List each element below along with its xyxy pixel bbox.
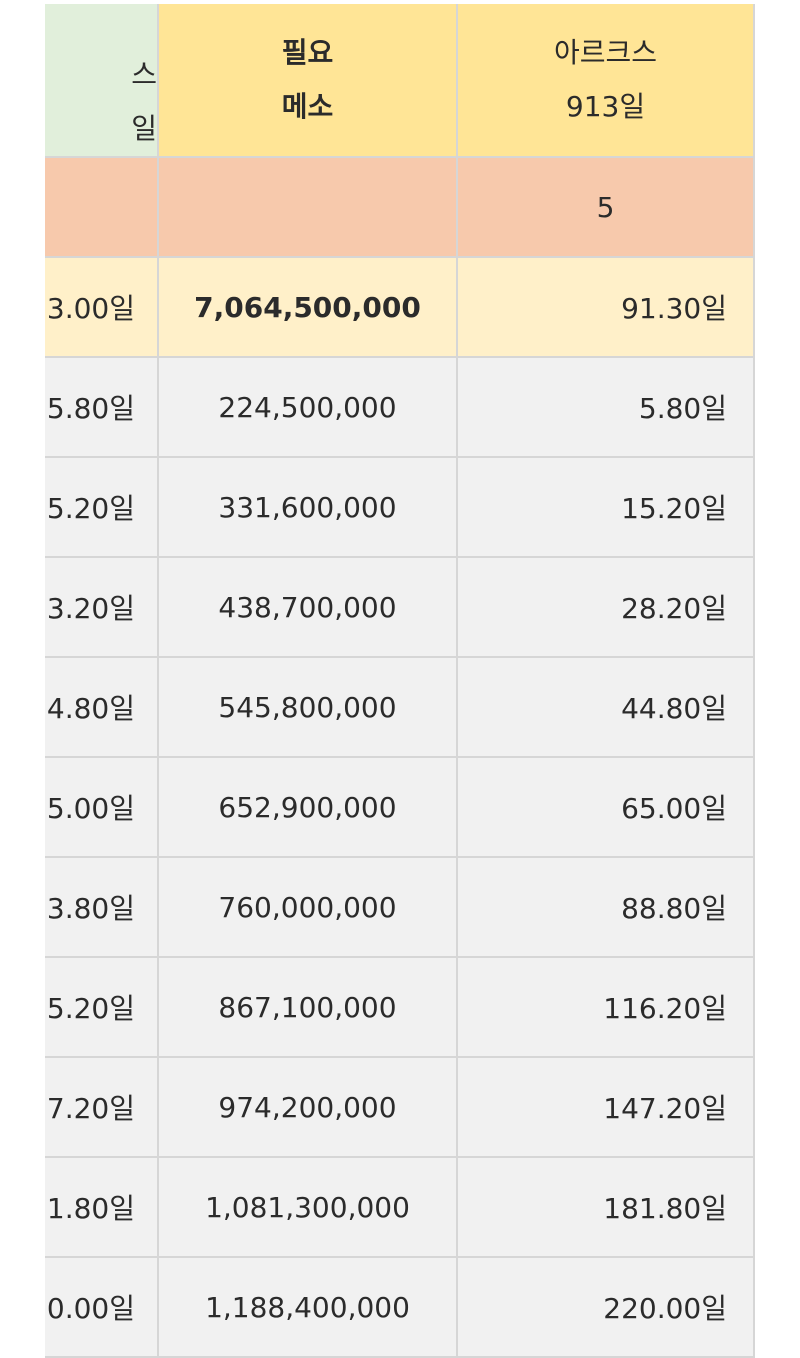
header-arcus-line1: 아르크스	[553, 36, 658, 69]
table-row-cell-meso[interactable]: 331,600,000	[159, 458, 456, 556]
table-row-cell-meso[interactable]: 438,700,000	[159, 558, 456, 656]
header-previous-line1: 스	[131, 58, 157, 91]
table-row-cell-previous[interactable]: 1.80일	[45, 1158, 157, 1256]
table-row-cell-arcus[interactable]: 28.20일	[458, 558, 753, 656]
table-row-cell-meso[interactable]: 867,100,000	[159, 958, 456, 1056]
table-row-cell-meso[interactable]: 224,500,000	[159, 358, 456, 456]
table-row-cell-previous[interactable]: 5.20일	[45, 958, 157, 1056]
table-row-cell-previous[interactable]: 7.20일	[45, 1058, 157, 1156]
table-row-cell-meso[interactable]: 974,200,000	[159, 1058, 456, 1156]
table-row-cell-meso[interactable]: 652,900,000	[159, 758, 456, 856]
spreadsheet-table: 스 일 필요 메소 아르크스 913일 5 3.00일 7,064,500,00…	[45, 4, 755, 1358]
header-required-meso-line1: 필요	[281, 36, 334, 69]
level-cell-arcus[interactable]: 5	[458, 158, 753, 256]
table-row-cell-previous[interactable]: 3.20일	[45, 558, 157, 656]
table-row-cell-meso[interactable]: 1,081,300,000	[159, 1158, 456, 1256]
table-row-cell-meso[interactable]: 1,188,400,000	[159, 1258, 456, 1356]
header-arcus-line2: 913일	[565, 90, 646, 123]
header-previous-line2: 일	[131, 112, 157, 145]
level-cell-previous-column[interactable]	[45, 158, 157, 256]
table-row-cell-arcus[interactable]: 147.20일	[458, 1058, 753, 1156]
table-row-cell-meso[interactable]: 760,000,000	[159, 858, 456, 956]
header-cell-required-meso[interactable]: 필요 메소	[159, 4, 456, 156]
table-row-cell-previous[interactable]: 5.20일	[45, 458, 157, 556]
total-cell-previous-column[interactable]: 3.00일	[45, 258, 157, 356]
table-row-cell-arcus[interactable]: 116.20일	[458, 958, 753, 1056]
table-row-cell-arcus[interactable]: 5.80일	[458, 358, 753, 456]
header-cell-arcus[interactable]: 아르크스 913일	[458, 4, 753, 156]
table-row-cell-arcus[interactable]: 44.80일	[458, 658, 753, 756]
header-required-meso-line2: 메소	[281, 90, 334, 123]
table-row-cell-arcus[interactable]: 220.00일	[458, 1258, 753, 1356]
table-row-cell-previous[interactable]: 3.80일	[45, 858, 157, 956]
total-cell-required-meso[interactable]: 7,064,500,000	[159, 258, 456, 356]
table-row-cell-arcus[interactable]: 181.80일	[458, 1158, 753, 1256]
table-row-cell-previous[interactable]: 5.80일	[45, 358, 157, 456]
table-row-cell-meso[interactable]: 545,800,000	[159, 658, 456, 756]
table-row-cell-previous[interactable]: 5.00일	[45, 758, 157, 856]
header-cell-previous-column[interactable]: 스 일	[45, 4, 157, 156]
table-row-cell-arcus[interactable]: 88.80일	[458, 858, 753, 956]
table-row-cell-previous[interactable]: 4.80일	[45, 658, 157, 756]
table-row-cell-previous[interactable]: 0.00일	[45, 1258, 157, 1356]
table-row-cell-arcus[interactable]: 65.00일	[458, 758, 753, 856]
table-row-cell-arcus[interactable]: 15.20일	[458, 458, 753, 556]
total-cell-arcus[interactable]: 91.30일	[458, 258, 753, 356]
level-cell-required-meso[interactable]	[159, 158, 456, 256]
